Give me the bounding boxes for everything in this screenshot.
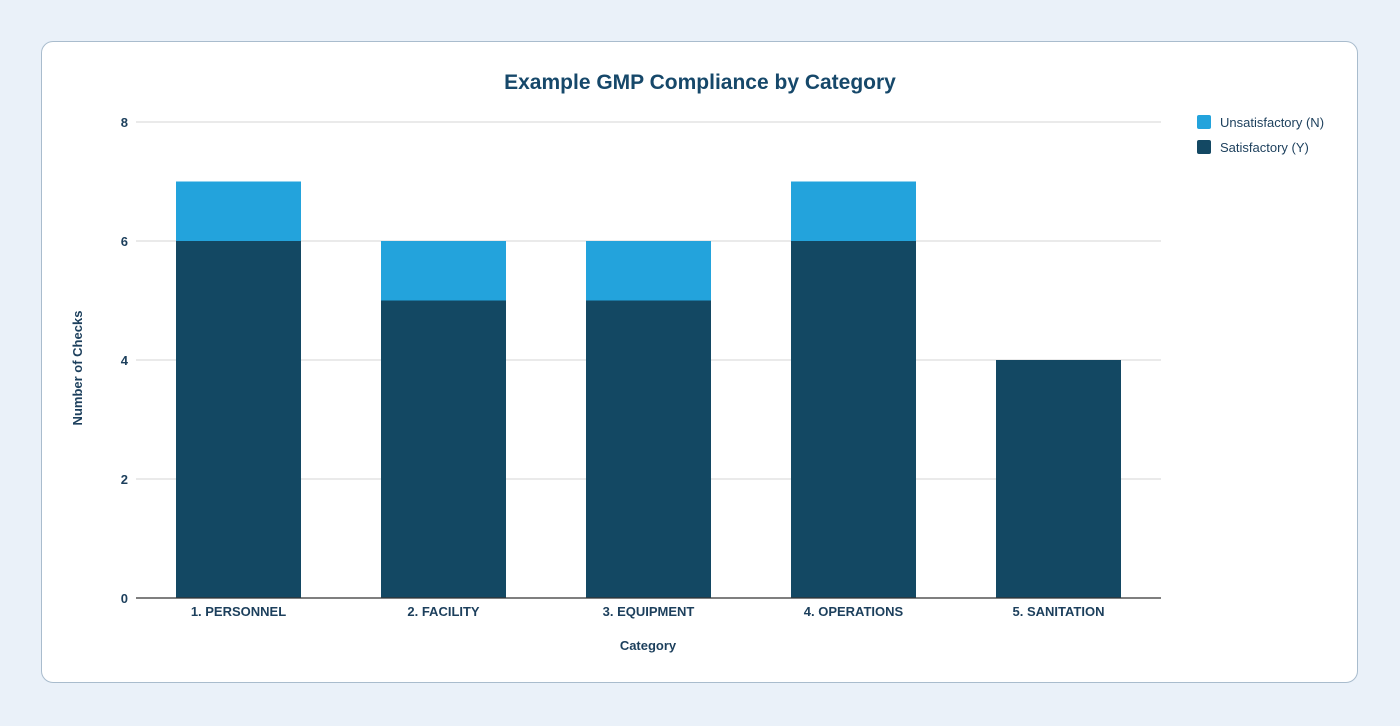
y-axis-label: Number of Checks xyxy=(70,311,85,426)
bar-satisfactory-4 xyxy=(791,241,916,598)
x-tick-3: 3. EQUIPMENT xyxy=(603,604,695,619)
y-tick-2: 2 xyxy=(121,472,128,487)
x-axis-label: Category xyxy=(620,638,677,653)
y-tick-0: 0 xyxy=(121,591,128,606)
bar-unsatisfactory-1 xyxy=(176,181,301,241)
x-tick-labels: 1. PERSONNEL 2. FACILITY 3. EQUIPMENT 4. OP… xyxy=(191,604,1105,619)
bar-unsatisfactory-4 xyxy=(791,181,916,241)
chart-title: Example GMP Compliance by Category xyxy=(504,71,896,94)
y-tick-4: 4 xyxy=(121,353,129,368)
legend-swatch-0 xyxy=(1197,115,1211,129)
bar-unsatisfactory-2 xyxy=(381,241,506,301)
bar-satisfactory-2 xyxy=(381,300,506,598)
legend-label-0: Unsatisfactory (N) xyxy=(1220,115,1324,130)
x-tick-1: 1. PERSONNEL xyxy=(191,604,286,619)
y-tick-8: 8 xyxy=(121,115,128,130)
y-tick-labels: 0 2 4 6 8 xyxy=(121,115,129,606)
legend: Unsatisfactory (N) Satisfactory (Y) xyxy=(1197,115,1324,155)
bar-satisfactory-1 xyxy=(176,241,301,598)
bars xyxy=(176,181,1121,598)
bar-satisfactory-3 xyxy=(586,300,711,598)
x-tick-4: 4. OPERATIONS xyxy=(804,604,904,619)
legend-label-1: Satisfactory (Y) xyxy=(1220,140,1309,155)
x-tick-2: 2. FACILITY xyxy=(407,604,480,619)
bar-satisfactory-5 xyxy=(996,360,1121,598)
legend-swatch-1 xyxy=(1197,140,1211,154)
bar-unsatisfactory-3 xyxy=(586,241,711,301)
y-tick-6: 6 xyxy=(121,234,128,249)
x-tick-5: 5. SANITATION xyxy=(1013,604,1105,619)
